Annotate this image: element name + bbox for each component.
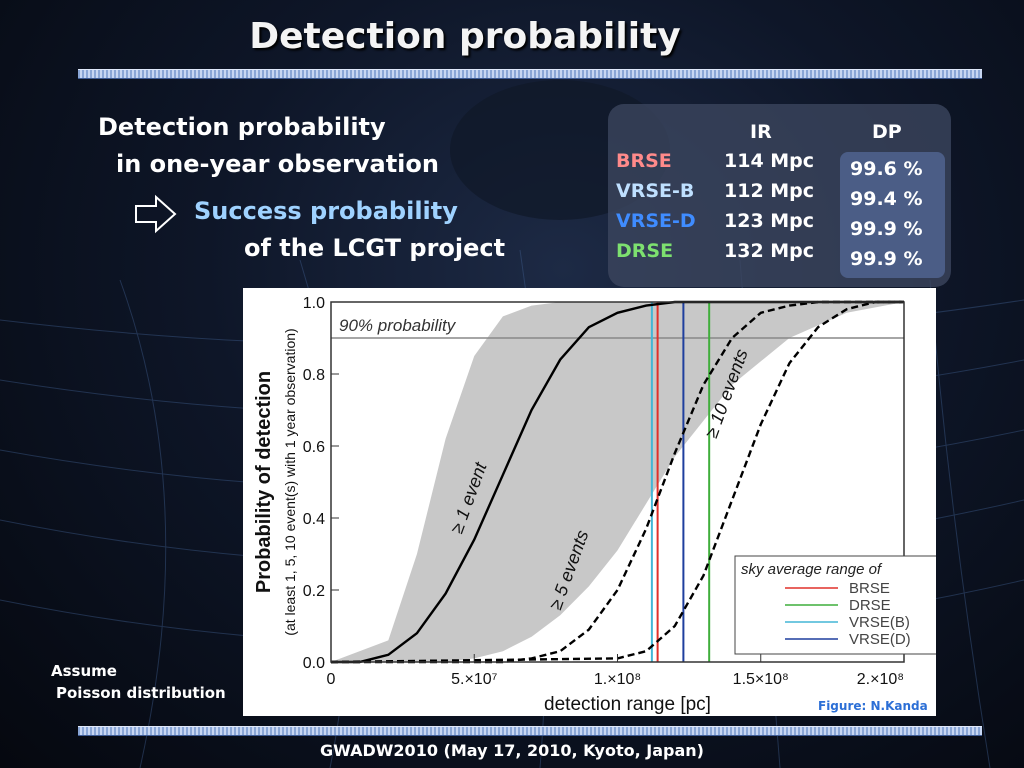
dp-row-value: 99.6 % — [850, 158, 923, 180]
ir-row-value: 123 Mpc — [724, 210, 815, 232]
legend-entry: VRSE(B) — [849, 614, 910, 631]
x-tick-label: 1.×10⁸ — [594, 671, 641, 688]
ir-header: IR — [750, 121, 772, 143]
y-tick-label: 0.0 — [303, 655, 325, 672]
text-lcgt-project: of the LCGT project — [244, 234, 506, 262]
legend-entry: DRSE — [849, 597, 891, 614]
ir-row-name: VRSE-D — [616, 210, 696, 232]
top-divider — [78, 69, 982, 79]
text-success-probability: Success probability — [194, 197, 458, 225]
detection-probability-chart: 90% probability≥ 1 event≥ 5 events≥ 10 e… — [253, 295, 958, 715]
threshold-label: 90% probability — [339, 316, 457, 335]
dp-header: DP — [872, 121, 902, 143]
y-tick-label: 0.2 — [303, 583, 325, 600]
legend-title: sky average range of — [741, 561, 883, 578]
x-tick-label: 0 — [327, 671, 336, 688]
y-tick-label: 0.6 — [303, 439, 325, 456]
ir-row-value: 112 Mpc — [724, 180, 815, 202]
y-axis-sublabel: (at least 1, 5, 10 event(s) with 1 year … — [282, 328, 298, 635]
footer-text: GWADW2010 (May 17, 2010, Kyoto, Japan) — [320, 741, 704, 760]
y-tick-label: 0.8 — [303, 367, 325, 384]
dp-values-box — [840, 152, 945, 278]
ir-row-name: BRSE — [616, 150, 672, 172]
text-one-year-observation: in one-year observation — [116, 150, 439, 178]
y-tick-label: 1.0 — [303, 295, 325, 312]
slide-title: Detection probability — [249, 16, 681, 57]
legend-entry: BRSE — [849, 580, 890, 597]
x-tick-label: 1.5×10⁸ — [733, 671, 789, 688]
legend-entry: VRSE(D) — [849, 631, 911, 648]
ir-row-name: VRSE-B — [616, 180, 695, 202]
ir-row-value: 114 Mpc — [724, 150, 815, 172]
bottom-divider — [78, 726, 982, 736]
arrow-right-icon — [135, 194, 177, 234]
x-tick-label: 2.×10⁸ — [857, 671, 904, 688]
assume-label: Assume — [51, 662, 117, 680]
probability-band — [331, 302, 904, 662]
dp-row-value: 99.9 % — [850, 218, 923, 240]
poisson-label: Poisson distribution — [56, 684, 226, 702]
x-axis-label: detection range [pc] — [544, 694, 711, 715]
dp-row-value: 99.9 % — [850, 248, 923, 270]
probability-curve — [330, 300, 904, 664]
ir-row-value: 132 Mpc — [724, 240, 815, 262]
chart-panel: 90% probability ≥ 1 event ≥ 5 events ≥ 10 e… — [243, 288, 958, 716]
y-axis-label: Probability of detection — [253, 371, 275, 593]
legend-box — [734, 555, 958, 655]
dp-row-value: 99.4 % — [850, 188, 923, 210]
ir-row-name: DRSE — [616, 240, 674, 262]
y-tick-label: 0.4 — [303, 511, 325, 528]
text-detection-probability: Detection probability — [98, 113, 386, 141]
x-tick-label: 5.×10⁷ — [451, 671, 497, 688]
figure-credit: Figure: N.Kanda — [818, 699, 928, 713]
